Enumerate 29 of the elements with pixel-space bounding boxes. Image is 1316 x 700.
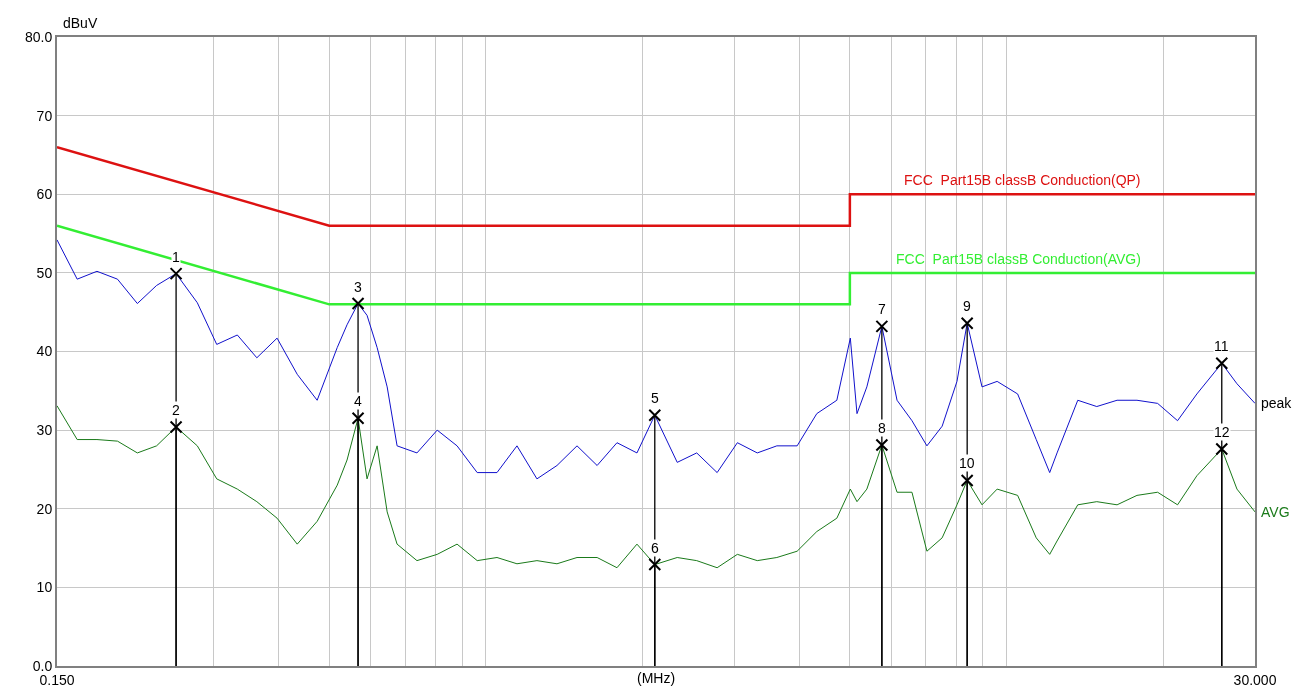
y-axis-title: dBuV [63,15,98,31]
y-tick-label: 80.0 [24,28,53,45]
series-label: FCC Part15B classB Conduction(AVG) [896,251,1141,267]
y-tick-label: 40 [36,343,53,360]
annotation: 10 [959,455,975,471]
annotation: 12 [1214,424,1230,440]
y-tick-label: 0.0 [32,657,53,674]
annotation: 6 [651,540,659,556]
annotation: 3 [354,279,362,295]
x-axis-title: (MHz) [637,670,676,686]
annotation: 8 [878,420,886,436]
annotation: 11 [1214,338,1229,354]
annotation: 2 [172,402,180,418]
y-tick-label: 10 [36,579,53,596]
y-tick-label: 30 [36,422,53,439]
x-tick-label: 30.000 [1233,671,1277,688]
y-tick-label: 50 [36,264,53,281]
x-tick-label: 0.150 [39,671,75,688]
annotation: 5 [651,390,659,406]
series-label: AVG [1261,504,1290,520]
y-tick-label: 20 [36,500,53,517]
y-tick-label: 60 [36,186,53,203]
series-label: peak [1261,395,1293,411]
series-label: FCC Part15B classB Conduction(QP) [904,172,1141,188]
annotation: 4 [354,393,362,409]
annotation: 7 [878,301,886,317]
annotation: 1 [172,249,180,265]
y-tick-label: 70 [36,107,53,124]
annotation: 9 [963,298,971,314]
